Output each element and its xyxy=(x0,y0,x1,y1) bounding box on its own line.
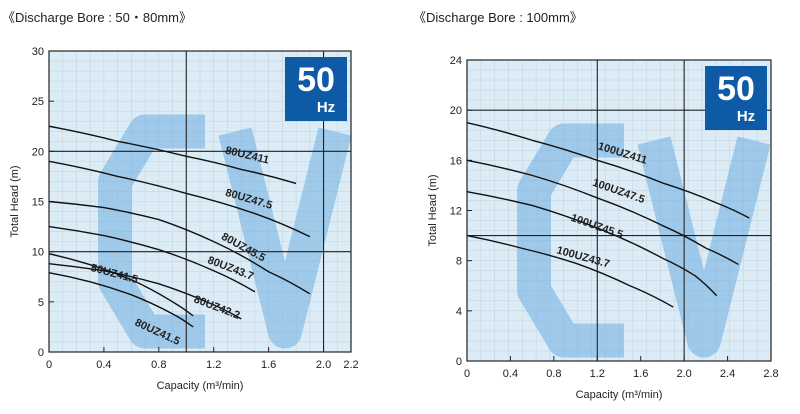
x-tick-label: 2.0 xyxy=(676,368,691,380)
x-tick-label: 0.4 xyxy=(503,368,518,380)
watermark-v-shape xyxy=(218,127,352,349)
y-tick-label: 10 xyxy=(32,247,44,259)
y-tick-label: 16 xyxy=(450,155,462,167)
series-line xyxy=(466,159,739,266)
badge-background xyxy=(285,57,347,121)
y-tick-label: 12 xyxy=(450,206,462,218)
x-tick-label: 2.4 xyxy=(720,368,735,380)
series-line xyxy=(466,234,674,308)
y-tick-label: 0 xyxy=(456,356,462,368)
x-tick-label: 2.0 xyxy=(316,359,331,371)
series-line xyxy=(48,272,194,328)
watermark-c-shape xyxy=(98,114,205,349)
series-line xyxy=(48,125,297,185)
x-tick-label: 2.8 xyxy=(763,368,778,380)
x-tick-label: 1.6 xyxy=(633,368,648,380)
series-line xyxy=(48,252,194,317)
chart-left: 0 5 10 15 20 25 30 0 0.4 0.8 1.2 1.6 2.0 2.2 Capacity … xyxy=(9,46,359,392)
badge-background xyxy=(705,66,767,130)
watermark-logo xyxy=(517,123,771,358)
chart-right: 0 4 8 12 16 20 24 0 0.4 0.8 1.2 1.6 2.0 2.4 2.8 Capacit… xyxy=(427,55,779,401)
x-tick-label: 1.6 xyxy=(261,359,276,371)
y-tick-label: 20 xyxy=(32,146,44,158)
series-line xyxy=(466,122,750,219)
watermark-logo xyxy=(98,114,352,349)
badge-frequency-value: 50 xyxy=(297,61,335,99)
x-tick-label: 1.2 xyxy=(206,359,221,371)
y-tick-label: 5 xyxy=(38,297,44,309)
watermark-c-shape xyxy=(517,123,624,358)
series-line xyxy=(48,225,256,293)
y-tick-label: 0 xyxy=(38,347,44,359)
y-tick-label: 20 xyxy=(450,105,462,117)
x-tick-label: 1.2 xyxy=(590,368,605,380)
badge-frequency-value: 50 xyxy=(717,70,755,108)
badge-unit: Hz xyxy=(317,99,335,116)
x-tick-label: 0.4 xyxy=(96,359,111,371)
watermark-v-shape xyxy=(637,136,771,358)
x-axis-title: Capacity (m³/min) xyxy=(576,389,663,401)
y-tick-label: 25 xyxy=(32,96,44,108)
series-line xyxy=(48,263,242,320)
y-axis-title: Total Head (m) xyxy=(427,174,439,246)
y-axis-title: Total Head (m) xyxy=(9,165,21,237)
y-tick-label: 8 xyxy=(456,256,462,268)
x-tick-label: 0.8 xyxy=(151,359,166,371)
y-tick-label: 4 xyxy=(456,306,462,318)
y-tick-label: 30 xyxy=(32,46,44,58)
series-line xyxy=(466,190,718,297)
x-axis-title: Capacity (m³/min) xyxy=(157,380,244,392)
y-tick-label: 24 xyxy=(450,55,462,67)
y-tick-label: 15 xyxy=(32,197,44,209)
series-line xyxy=(48,200,311,295)
x-tick-label: 0 xyxy=(46,359,52,371)
x-tick-label: 0.8 xyxy=(546,368,561,380)
x-tick-label: 0 xyxy=(464,368,470,380)
x-tick-label: 2.2 xyxy=(343,359,358,371)
chart-title-left: 《Discharge Bore : 50・80mm》 xyxy=(2,10,193,25)
series-line xyxy=(48,160,311,238)
badge-unit: Hz xyxy=(737,108,755,125)
chart-title-right: 《Discharge Bore : 100mm》 xyxy=(413,10,583,25)
